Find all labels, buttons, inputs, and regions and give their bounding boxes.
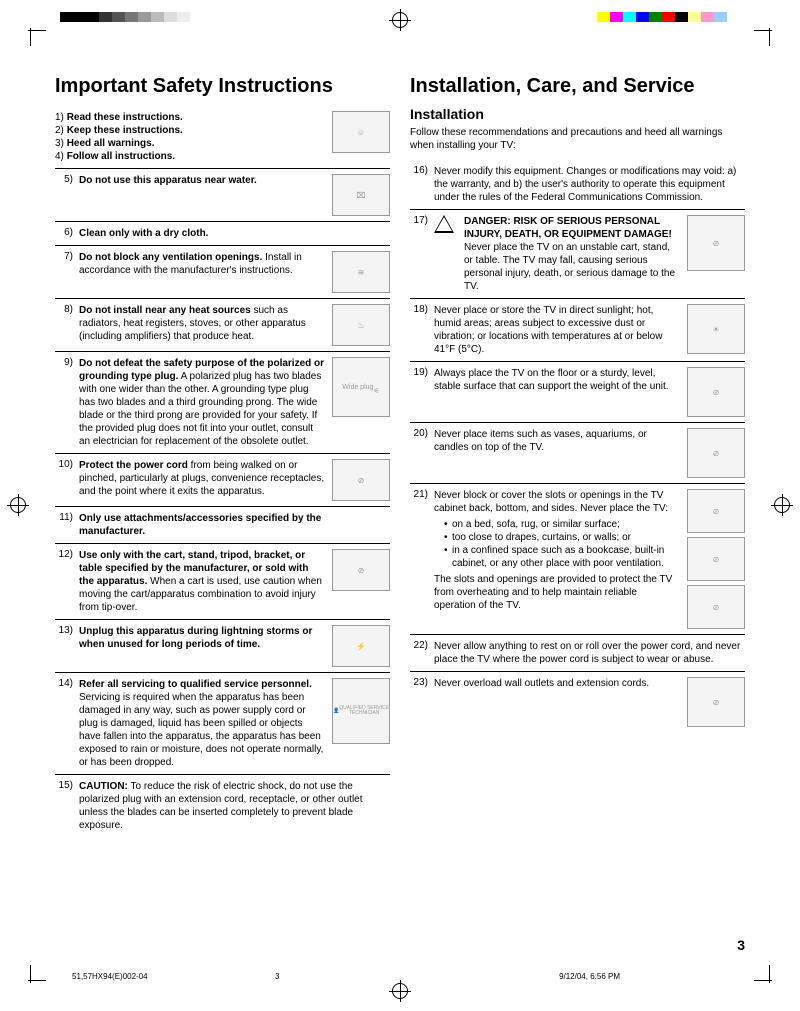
item-17: DANGER: RISK OF SERIOUS PERSONAL INJURY,… [464, 215, 681, 293]
illustration: ⊘ [687, 428, 745, 478]
installation-column: Installation, Care, and Service Installa… [410, 75, 745, 837]
item-16: Never modify this equipment. Changes or … [434, 165, 745, 204]
item-6: Clean only with a dry cloth. [79, 227, 390, 240]
illustration: ≋ [332, 251, 390, 293]
illustration: ⌧ [332, 174, 390, 216]
crop-mark [28, 963, 48, 983]
safety-title: Important Safety Instructions [55, 75, 390, 98]
item-4: Follow all instructions. [67, 151, 175, 162]
illustration-technician: 👤QUALIFIED SERVICE TECHNICIAN [332, 678, 390, 744]
crop-mark [752, 963, 772, 983]
item-20: Never place items such as vases, aquariu… [434, 428, 681, 454]
item-11: Only use attachments/accessories specifi… [79, 512, 390, 538]
illustration: ☺ [332, 111, 390, 153]
item-13: Unplug this apparatus during lightning s… [79, 625, 326, 651]
item-22: Never allow anything to rest on or roll … [434, 640, 745, 666]
registration-mark [392, 12, 408, 28]
installation-subtitle: Installation [410, 106, 745, 122]
item-21: Never block or cover the slots or openin… [434, 489, 681, 612]
safety-column: Important Safety Instructions 1) Read th… [55, 75, 390, 837]
illustration: ⊘ [332, 549, 390, 591]
item-15: CAUTION: To reduce the risk of electric … [79, 780, 390, 832]
illustration: ⊘ [687, 367, 745, 417]
item-3: Heed all warnings. [67, 138, 155, 149]
illustration: ⊘ [687, 585, 745, 629]
illustration: ☀ [687, 304, 745, 354]
registration-mark [392, 983, 408, 999]
crop-mark [28, 28, 48, 48]
installation-title: Installation, Care, and Service [410, 75, 745, 98]
item-12: Use only with the cart, stand, tripod, b… [79, 549, 326, 614]
illustration: ⊘ [687, 537, 745, 581]
crop-mark [752, 28, 772, 48]
installation-intro: Follow these recommendations and precaut… [410, 126, 745, 152]
item-19: Always place the TV on the floor or a st… [434, 367, 681, 393]
illustration: ♨ [332, 304, 390, 346]
item-2: Keep these instructions. [67, 125, 183, 136]
illustration: ⊘ [332, 459, 390, 501]
colorbar-grayscale [60, 12, 203, 22]
footer-filename: 51,57HX94(E)002-04 [72, 972, 148, 981]
item-14: Refer all servicing to qualified service… [79, 678, 326, 769]
registration-mark [774, 497, 790, 513]
illustration-plug: Wide plug⚟ [332, 357, 390, 417]
illustration: ⊘ [687, 677, 745, 727]
illustration: ⊘ [687, 489, 745, 533]
item-18: Never place or store the TV in direct su… [434, 304, 681, 356]
item-10: Protect the power cord from being walked… [79, 459, 326, 498]
warning-triangle-icon [434, 215, 458, 233]
page-number: 3 [737, 937, 745, 953]
item-23: Never overload wall outlets and extensio… [434, 677, 681, 690]
illustration: ⊘ [687, 215, 745, 271]
item-1: Read these instructions. [67, 112, 183, 123]
footer-date: 9/12/04, 6:56 PM [559, 972, 620, 981]
item-9: Do not defeat the safety purpose of the … [79, 357, 326, 448]
item-8: Do not install near any heat sources suc… [79, 304, 326, 343]
item-7: Do not block any ventilation openings. I… [79, 251, 326, 277]
footer-page: 3 [275, 972, 279, 981]
illustration: ⚡ [332, 625, 390, 667]
colorbar-cmyk [597, 12, 740, 22]
registration-mark [10, 497, 26, 513]
item-5: Do not use this apparatus near water. [79, 174, 326, 187]
